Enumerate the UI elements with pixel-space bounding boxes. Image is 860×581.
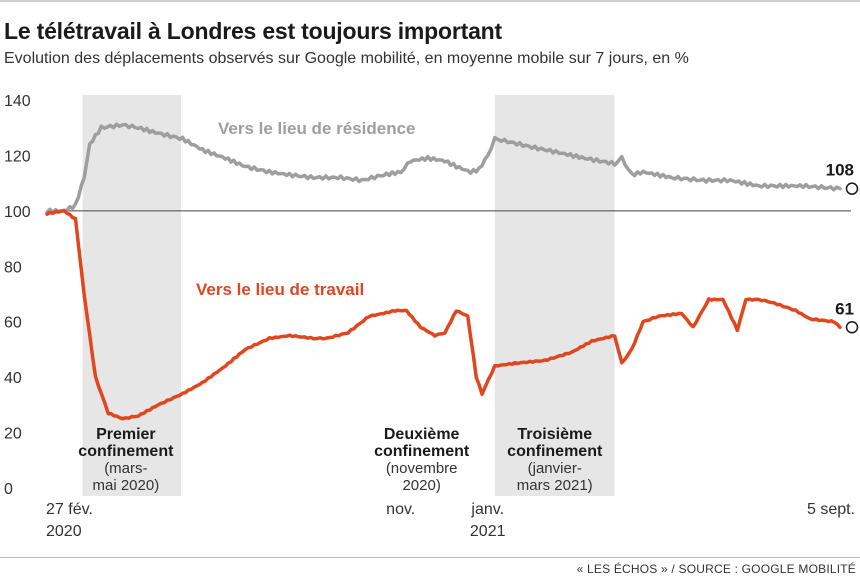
shaded-period-label: Troisième: [517, 426, 592, 443]
bottom-rule: [0, 557, 860, 558]
series-name-label: Vers le lieu de résidence: [218, 119, 416, 138]
end-value-label: 61: [835, 299, 854, 318]
shaded-period-label: confinement: [507, 443, 603, 460]
shaded-period-sublabel: 2020): [402, 477, 440, 494]
shaded-period-label: confinement: [78, 443, 174, 460]
x-tick-label: 5 sept.: [807, 501, 855, 518]
y-tick-label: 0: [4, 481, 13, 498]
shaded-period-sublabel: (novembre: [386, 460, 458, 477]
y-tick-label: 20: [4, 426, 22, 443]
shaded-period-sublabel: mars 2021): [517, 477, 593, 494]
residence-series-line: [45, 122, 842, 215]
y-tick-label: 140: [4, 93, 31, 110]
y-axis-ticks: 0 20 40 60 80 100 120 140: [4, 93, 31, 498]
series-lines: [45, 122, 842, 421]
y-tick-label: 120: [4, 148, 31, 165]
y-tick-label: 60: [4, 315, 22, 332]
x-axis-ticks: 27 fév. 2020 nov. janv. 2021 5 sept.: [46, 501, 855, 540]
x-tick-label: nov.: [386, 501, 415, 518]
x-tick-label: 2020: [46, 523, 82, 540]
end-value-label: 108: [826, 161, 854, 180]
end-point-marker: [845, 321, 859, 334]
y-tick-label: 100: [4, 204, 31, 221]
x-tick-label: 2021: [470, 523, 506, 540]
shaded-period-sublabel: (mars-: [104, 460, 147, 477]
x-tick-label: 27 fév.: [46, 501, 93, 518]
source-note: « LES ÉCHOS » / SOURCE : GOOGLE MOBILITÉ: [576, 562, 856, 576]
series-name-label: Vers le lieu de travail: [196, 280, 364, 299]
shaded-period-label: confinement: [374, 443, 470, 460]
shaded-period-sublabel: mai 2020): [93, 477, 160, 494]
chart-title: Le télétravail à Londres est toujours im…: [4, 18, 502, 44]
shaded-period-sublabel: (janvier-: [528, 460, 582, 477]
work-series-line: [45, 208, 842, 421]
y-tick-label: 40: [4, 370, 22, 387]
chart-subtitle: Evolution des déplacements observés sur …: [4, 50, 689, 67]
y-tick-label: 80: [4, 259, 22, 276]
shaded-period-1: [82, 95, 182, 496]
shaded-period-label: Deuxième: [384, 426, 460, 443]
end-point-marker: [845, 182, 859, 195]
shaded-period-label: Premier: [96, 426, 156, 443]
x-tick-label: janv.: [470, 501, 504, 518]
top-rule: [0, 0, 860, 2]
